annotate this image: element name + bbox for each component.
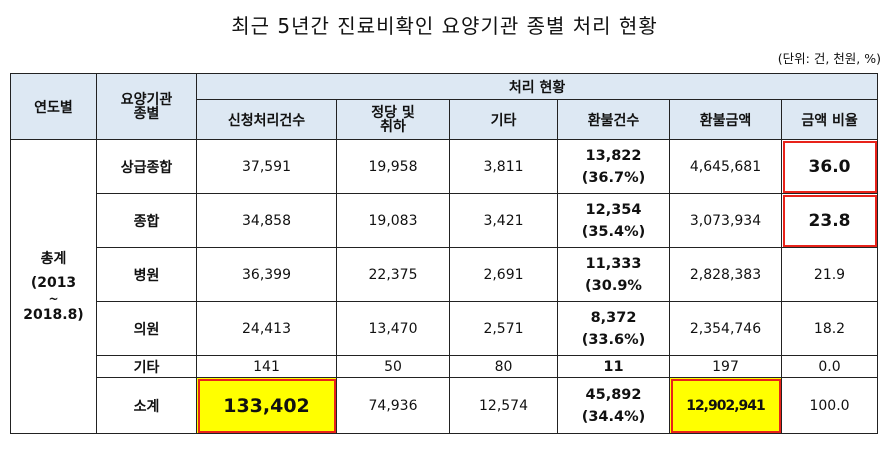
ratio-cell: 0.0	[780, 355, 879, 378]
refund-count-cell: 45,892 (34.4%)	[557, 377, 670, 434]
type-cell: 소계	[96, 377, 197, 434]
header-valid-line1: 정당 및	[371, 104, 415, 121]
applications-cell: 36,399	[196, 247, 337, 302]
other-cell: 80	[449, 355, 558, 378]
type-cell: 병원	[96, 247, 197, 302]
refund-count: 45,892	[585, 386, 642, 403]
valid-cell: 19,083	[336, 193, 450, 248]
table-title: 최근 5년간 진료비확인 요양기관 종별 처리 현황	[231, 14, 658, 38]
header-ratio: 금액 비율	[780, 99, 879, 140]
applications-cell: 34,858	[196, 193, 337, 248]
refund-amount-cell: 197	[669, 355, 782, 378]
type-cell: 상급종합	[96, 139, 197, 194]
header-type: 요양기관 종별	[96, 73, 197, 140]
refund-amount-cell: 2,354,746	[669, 301, 782, 356]
other-cell: 2,691	[449, 247, 558, 302]
refund-count: 12,354	[585, 201, 642, 218]
ratio-cell: 21.9	[780, 247, 879, 302]
refund-count-cell: 12,354 (35.4%)	[557, 193, 670, 248]
table-row-subtotal: 소계 133,402 74,936 12,574 45,892 (34.4%) …	[11, 377, 879, 434]
refund-count: 11	[603, 358, 624, 375]
refund-count-cell: 13,822 (36.7%)	[557, 139, 670, 194]
valid-cell: 19,958	[336, 139, 450, 194]
table-row: 기타 141 50 80 11 197 0.0	[11, 355, 879, 378]
valid-cell: 74,936	[336, 377, 450, 434]
other-cell: 2,571	[449, 301, 558, 356]
refund-pct: (34.4%)	[581, 408, 646, 425]
other-cell: 3,811	[449, 139, 558, 194]
applications-cell-highlighted: 133,402	[196, 377, 337, 434]
ratio-cell-highlighted: 23.8	[780, 193, 879, 248]
refund-pct: (35.4%)	[581, 223, 646, 240]
refund-amount-cell: 2,828,383	[669, 247, 782, 302]
header-other: 기타	[449, 99, 558, 140]
applications-cell: 37,591	[196, 139, 337, 194]
refund-count: 11,333	[585, 255, 642, 272]
valid-cell: 22,375	[336, 247, 450, 302]
applications-cell: 141	[196, 355, 337, 378]
refund-amount-cell-highlighted: 12,902,941	[669, 377, 782, 434]
refund-pct: (33.6%)	[581, 331, 646, 348]
valid-cell: 50	[336, 355, 450, 378]
header-type-line1: 요양기관	[120, 91, 173, 108]
refund-pct: (30.9%	[585, 277, 642, 294]
refund-count-cell: 11	[557, 355, 670, 378]
header-type-line2: 종별	[133, 105, 160, 122]
type-cell: 의원	[96, 301, 197, 356]
table-row: 종합 34,858 19,083 3,421 12,354 (35.4%) 3,…	[11, 193, 879, 248]
refund-amount-cell: 3,073,934	[669, 193, 782, 248]
group-label-tilde: ~	[48, 291, 59, 306]
table-row: 의원 24,413 13,470 2,571 8,372 (33.6%) 2,3…	[11, 301, 879, 356]
refund-count: 8,372	[590, 309, 637, 326]
group-label-line2: (2013	[30, 274, 77, 291]
type-cell: 종합	[96, 193, 197, 248]
group-label-line3: 2018.8)	[23, 306, 84, 323]
ratio-cell: 100.0	[780, 377, 879, 434]
refund-pct: (36.7%)	[581, 169, 646, 186]
refund-status-table: 연도별 요양기관 종별 처리 현황 신청처리건수 정당 및 취하 기타 환불건수…	[10, 73, 879, 434]
refund-count-cell: 11,333 (30.9%	[557, 247, 670, 302]
other-cell: 3,421	[449, 193, 558, 248]
refund-count: 13,822	[585, 147, 642, 164]
header-refund-count: 환불건수	[557, 99, 670, 140]
table-row: 병원 36,399 22,375 2,691 11,333 (30.9% 2,8…	[11, 247, 879, 302]
table-row: 총계 (2013 ~ 2018.8) 상급종합 37,591 19,958 3,…	[10, 139, 879, 434]
refund-count-cell: 8,372 (33.6%)	[557, 301, 670, 356]
valid-cell: 13,470	[336, 301, 450, 356]
other-cell: 12,574	[449, 377, 558, 434]
header-year: 연도별	[10, 73, 97, 140]
header-refund-amount: 환불금액	[669, 99, 782, 140]
refund-amount-cell: 4,645,681	[669, 139, 782, 194]
type-cell: 기타	[96, 355, 197, 378]
header-valid: 정당 및 취하	[336, 99, 450, 140]
group-label: 총계 (2013 ~ 2018.8)	[10, 139, 97, 434]
ratio-cell-highlighted: 36.0	[780, 139, 879, 194]
applications-cell: 24,413	[196, 301, 337, 356]
ratio-cell: 18.2	[780, 301, 879, 356]
group-label-line1: 총계	[40, 250, 67, 267]
header-group: 처리 현황	[195, 73, 879, 100]
header-valid-line2: 취하	[380, 118, 406, 135]
header-applications: 신청처리건수	[196, 99, 337, 140]
unit-note: (단위: 건, 천원, %)	[777, 51, 881, 66]
